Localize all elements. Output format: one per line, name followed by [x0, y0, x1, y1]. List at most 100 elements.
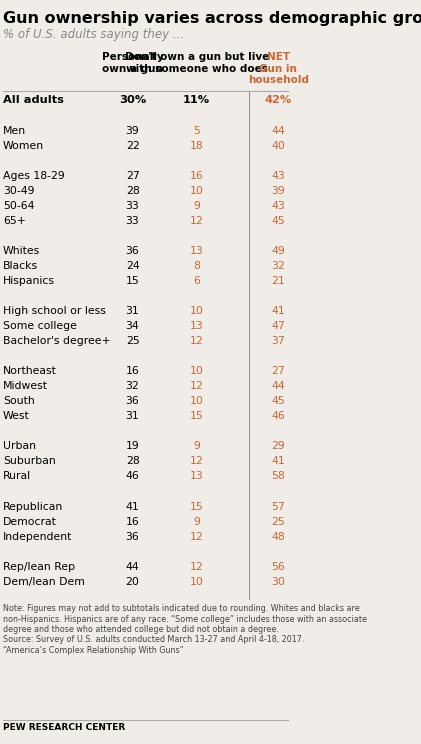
Text: 49: 49 [272, 246, 285, 256]
Text: 6: 6 [193, 276, 200, 286]
Text: 12: 12 [190, 336, 204, 346]
Text: 10: 10 [190, 306, 204, 316]
Text: 18: 18 [190, 141, 204, 150]
Text: South: South [3, 397, 35, 406]
Text: 24: 24 [126, 261, 139, 271]
Text: 44: 44 [272, 381, 285, 391]
Text: Rural: Rural [3, 472, 31, 481]
Text: Ages 18-29: Ages 18-29 [3, 170, 65, 181]
Text: 32: 32 [126, 381, 139, 391]
Text: Note: Figures may not add to subtotals indicated due to rounding. Whites and bla: Note: Figures may not add to subtotals i… [3, 604, 367, 655]
Text: Democrat: Democrat [3, 516, 57, 527]
Text: 43: 43 [272, 170, 285, 181]
Text: 41: 41 [272, 306, 285, 316]
Text: 19: 19 [126, 441, 139, 452]
Text: Hispanics: Hispanics [3, 276, 55, 286]
Text: 12: 12 [190, 216, 204, 225]
Text: 10: 10 [190, 366, 204, 376]
Text: 36: 36 [126, 532, 139, 542]
Text: 8: 8 [193, 261, 200, 271]
Text: 22: 22 [126, 141, 139, 150]
Text: 27: 27 [272, 366, 285, 376]
Text: High school or less: High school or less [3, 306, 106, 316]
Text: Bachelor's degree+: Bachelor's degree+ [3, 336, 111, 346]
Text: 40: 40 [272, 141, 285, 150]
Text: 31: 31 [126, 411, 139, 421]
Text: 32: 32 [272, 261, 285, 271]
Text: 47: 47 [272, 321, 285, 331]
Text: 13: 13 [190, 246, 204, 256]
Text: 28: 28 [126, 456, 139, 466]
Text: All adults: All adults [3, 95, 64, 106]
Text: 27: 27 [126, 170, 139, 181]
Text: Midwest: Midwest [3, 381, 48, 391]
Text: 33: 33 [126, 201, 139, 211]
Text: 15: 15 [190, 501, 204, 512]
Text: 11%: 11% [183, 95, 210, 106]
Text: 10: 10 [190, 577, 204, 587]
Text: Don't own a gun but live
with someone who does: Don't own a gun but live with someone wh… [125, 52, 269, 74]
Text: Whites: Whites [3, 246, 40, 256]
Text: 25: 25 [272, 516, 285, 527]
Text: 48: 48 [272, 532, 285, 542]
Text: Independent: Independent [3, 532, 72, 542]
Text: 5: 5 [193, 126, 200, 135]
Text: 44: 44 [272, 126, 285, 135]
Text: Dem/lean Dem: Dem/lean Dem [3, 577, 85, 587]
Text: PEW RESEARCH CENTER: PEW RESEARCH CENTER [3, 723, 125, 732]
Text: 12: 12 [190, 532, 204, 542]
Text: Suburban: Suburban [3, 456, 56, 466]
Text: 15: 15 [190, 411, 204, 421]
Text: 20: 20 [125, 577, 139, 587]
Text: West: West [3, 411, 29, 421]
Text: Blacks: Blacks [3, 261, 38, 271]
Text: Rep/lean Rep: Rep/lean Rep [3, 562, 75, 571]
Text: Urban: Urban [3, 441, 36, 452]
Text: 36: 36 [126, 246, 139, 256]
Text: 10: 10 [190, 397, 204, 406]
Text: 46: 46 [272, 411, 285, 421]
Text: 21: 21 [272, 276, 285, 286]
Text: 31: 31 [126, 306, 139, 316]
Text: 9: 9 [193, 516, 200, 527]
Text: 45: 45 [272, 397, 285, 406]
Text: 9: 9 [193, 441, 200, 452]
Text: 45: 45 [272, 216, 285, 225]
Text: 30-49: 30-49 [3, 186, 35, 196]
Text: 46: 46 [126, 472, 139, 481]
Text: 10: 10 [190, 186, 204, 196]
Text: 25: 25 [126, 336, 139, 346]
Text: 29: 29 [272, 441, 285, 452]
Text: 44: 44 [126, 562, 139, 571]
Text: 9: 9 [193, 201, 200, 211]
Text: 30%: 30% [119, 95, 146, 106]
Text: 13: 13 [190, 321, 204, 331]
Text: Men: Men [3, 126, 26, 135]
Text: 41: 41 [272, 456, 285, 466]
Text: 28: 28 [126, 186, 139, 196]
Text: 13: 13 [190, 472, 204, 481]
Text: 39: 39 [272, 186, 285, 196]
Text: 34: 34 [126, 321, 139, 331]
Text: 50-64: 50-64 [3, 201, 35, 211]
Text: 57: 57 [272, 501, 285, 512]
Text: 12: 12 [190, 456, 204, 466]
Text: 41: 41 [126, 501, 139, 512]
Text: 12: 12 [190, 562, 204, 571]
Text: 30: 30 [272, 577, 285, 587]
Text: 36: 36 [126, 397, 139, 406]
Text: Northeast: Northeast [3, 366, 57, 376]
Text: Republican: Republican [3, 501, 63, 512]
Text: Some college: Some college [3, 321, 77, 331]
Text: Personally
own a gun: Personally own a gun [102, 52, 163, 74]
Text: 42%: 42% [265, 95, 292, 106]
Text: NET
Gun in
household: NET Gun in household [248, 52, 309, 86]
Text: 39: 39 [126, 126, 139, 135]
Text: 56: 56 [272, 562, 285, 571]
Text: 33: 33 [126, 216, 139, 225]
Text: 37: 37 [272, 336, 285, 346]
Text: 43: 43 [272, 201, 285, 211]
Text: Women: Women [3, 141, 44, 150]
Text: 16: 16 [126, 366, 139, 376]
Text: 16: 16 [126, 516, 139, 527]
